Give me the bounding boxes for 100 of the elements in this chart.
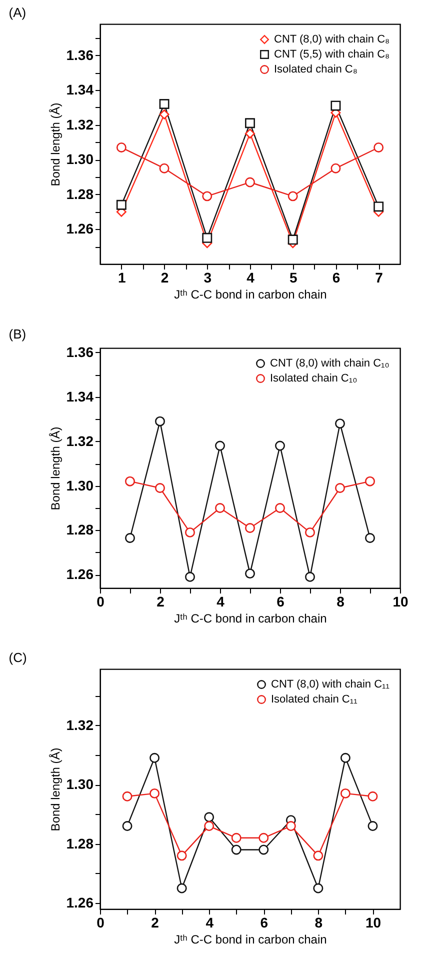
chart-title: (A) <box>8 5 26 20</box>
point <box>150 788 160 798</box>
legend-label: CNT (5,5) with chain C₈ <box>274 48 390 60</box>
point <box>176 883 187 894</box>
y-tick-label: 1.32 <box>66 716 94 733</box>
point <box>231 844 242 855</box>
point <box>313 850 324 861</box>
y-tick-label: 1.30 <box>66 477 94 494</box>
point <box>245 177 255 188</box>
point <box>330 100 341 111</box>
x-tick-label: 1 <box>118 270 126 286</box>
point <box>313 883 324 894</box>
point <box>159 109 170 120</box>
point <box>258 844 269 855</box>
x-tick-label: 2 <box>160 270 169 286</box>
chart-title: (C) <box>8 650 27 665</box>
legend-label: Isolated chain C₈ <box>274 64 358 76</box>
legend-label: CNT (8,0) with chain C₈ <box>274 34 390 46</box>
point <box>365 476 375 486</box>
x-tick-label: 6 <box>332 270 340 286</box>
y-tick-label: 1.36 <box>66 344 94 360</box>
x-tick-label: 5 <box>289 270 298 286</box>
y-tick-label: 1.26 <box>66 894 94 911</box>
point <box>258 832 269 843</box>
y-axis-title: Bond length (Å) <box>48 748 62 832</box>
x-tick-label: 0 <box>96 914 105 930</box>
point <box>288 191 298 202</box>
legend-label: Isolated chain C₁₀ <box>270 372 358 384</box>
point <box>125 476 135 486</box>
y-tick-label: 1.26 <box>66 566 94 582</box>
point <box>204 812 214 822</box>
point <box>330 163 341 174</box>
point <box>202 191 212 202</box>
point <box>159 99 170 109</box>
legend-label: CNT (8,0) with chain C₁₀ <box>270 358 390 370</box>
point <box>215 440 225 451</box>
point <box>245 118 255 128</box>
y-axis-title: Bond length (Å) <box>48 102 62 186</box>
point <box>335 418 345 429</box>
point <box>185 572 195 582</box>
point <box>185 527 195 538</box>
point <box>245 568 255 579</box>
point <box>288 234 298 245</box>
point <box>305 572 315 582</box>
point <box>286 821 296 832</box>
x-axis-title: Jᵗʰ C-C bond in carbon chain <box>174 612 327 626</box>
point <box>204 821 214 832</box>
point <box>245 128 255 139</box>
point <box>155 416 165 426</box>
y-tick-label: 1.30 <box>66 776 94 792</box>
y-tick-label: 1.32 <box>66 432 94 449</box>
x-axis-title: Jᵗʰ C-C bond in carbon chain <box>174 932 327 946</box>
x-tick-label: 0 <box>96 594 105 610</box>
y-tick-label: 1.28 <box>66 186 94 202</box>
point <box>340 788 350 798</box>
point <box>116 200 126 210</box>
point <box>159 163 170 174</box>
point <box>305 527 315 538</box>
point <box>368 791 378 802</box>
x-tick-label: 2 <box>151 914 160 930</box>
y-tick-label: 1.26 <box>66 220 94 237</box>
x-tick-label: 10 <box>365 914 382 930</box>
point <box>245 523 255 533</box>
point <box>231 832 242 843</box>
point <box>275 503 285 513</box>
y-tick-label: 1.30 <box>66 151 94 168</box>
x-tick-label: 8 <box>336 594 345 610</box>
x-tick-label: 2 <box>156 594 165 610</box>
point <box>374 142 384 152</box>
x-axis-title: Jᵗʰ C-C bond in carbon chain <box>174 288 327 302</box>
x-tick-label: 6 <box>260 914 268 930</box>
x-tick-label: 8 <box>314 914 323 930</box>
point <box>122 791 132 802</box>
y-tick-label: 1.34 <box>66 388 94 404</box>
point <box>150 752 160 763</box>
y-tick-label: 1.32 <box>66 116 94 132</box>
point <box>155 483 165 493</box>
x-tick-label: 4 <box>206 914 214 930</box>
x-tick-label: 4 <box>246 270 255 286</box>
point <box>374 202 384 212</box>
point <box>116 142 126 152</box>
y-tick-label: 1.28 <box>66 522 94 538</box>
x-tick-label: 10 <box>392 594 408 610</box>
x-tick-label: 6 <box>276 594 285 610</box>
point <box>340 752 350 763</box>
x-tick-label: 7 <box>375 270 384 286</box>
point <box>176 850 187 861</box>
point <box>215 503 225 513</box>
point <box>275 440 285 451</box>
point <box>335 483 345 493</box>
x-tick-label: 3 <box>204 270 212 286</box>
x-tick-label: 4 <box>216 594 225 610</box>
y-tick-label: 1.28 <box>66 835 94 852</box>
legend-label: CNT (8,0) with chain C₁₁ <box>271 678 390 690</box>
point <box>202 232 212 243</box>
y-axis-title: Bond length (Å) <box>48 426 62 510</box>
y-tick-label: 1.36 <box>66 46 94 63</box>
chart-title: (B) <box>8 326 26 342</box>
legend-label: Isolated chain C₁₁ <box>271 694 358 706</box>
y-tick-label: 1.34 <box>66 82 94 98</box>
